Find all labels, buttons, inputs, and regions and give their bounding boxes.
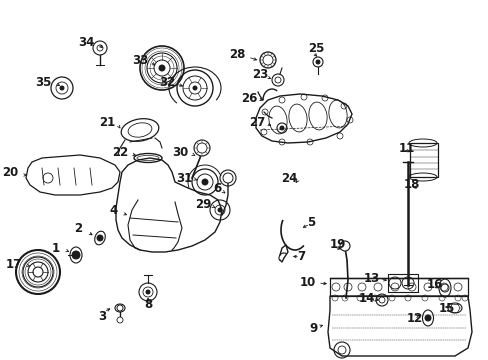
Text: 10: 10 [299,275,315,288]
Text: 21: 21 [99,116,115,129]
Circle shape [424,315,430,321]
Circle shape [72,251,80,259]
Text: 16: 16 [426,279,442,292]
Text: 26: 26 [241,91,258,104]
Circle shape [97,235,103,241]
Text: 1: 1 [52,242,60,255]
Circle shape [193,86,197,90]
Circle shape [194,140,209,156]
Circle shape [260,52,275,68]
Text: 24: 24 [281,171,297,184]
Text: 35: 35 [36,76,52,89]
Text: 13: 13 [363,271,379,284]
Circle shape [218,208,222,212]
Text: 23: 23 [251,68,267,81]
Text: 27: 27 [248,116,264,129]
Text: 29: 29 [195,198,212,211]
Circle shape [315,60,319,64]
Circle shape [159,65,164,71]
Text: 17: 17 [6,257,22,270]
Text: 20: 20 [2,166,18,180]
Bar [409,143,437,177]
Bar [387,274,417,292]
Circle shape [117,317,123,323]
Text: 22: 22 [112,145,128,158]
Text: 25: 25 [307,41,324,54]
Text: 2: 2 [74,221,82,234]
Text: 18: 18 [403,179,419,192]
Text: 3: 3 [98,310,106,323]
Text: 12: 12 [406,311,422,324]
Text: 4: 4 [109,203,118,216]
Text: 9: 9 [309,321,317,334]
Text: 14: 14 [358,292,374,305]
Text: 11: 11 [398,141,414,154]
Text: 8: 8 [143,298,152,311]
Text: 19: 19 [329,238,346,252]
Text: 30: 30 [171,145,187,158]
Bar [329,278,467,296]
Text: 31: 31 [175,171,192,184]
Text: 34: 34 [79,36,95,49]
Circle shape [202,179,207,185]
Text: 15: 15 [438,302,454,315]
Text: 7: 7 [296,249,305,262]
Text: 5: 5 [306,216,314,229]
Text: 6: 6 [213,181,222,194]
Circle shape [312,57,323,67]
Circle shape [146,290,150,294]
Text: 32: 32 [159,76,175,89]
Circle shape [339,241,349,251]
Circle shape [280,126,284,130]
Text: 28: 28 [228,49,244,62]
Circle shape [271,74,284,86]
Text: 33: 33 [131,54,148,67]
Circle shape [60,86,64,90]
Circle shape [223,173,232,183]
